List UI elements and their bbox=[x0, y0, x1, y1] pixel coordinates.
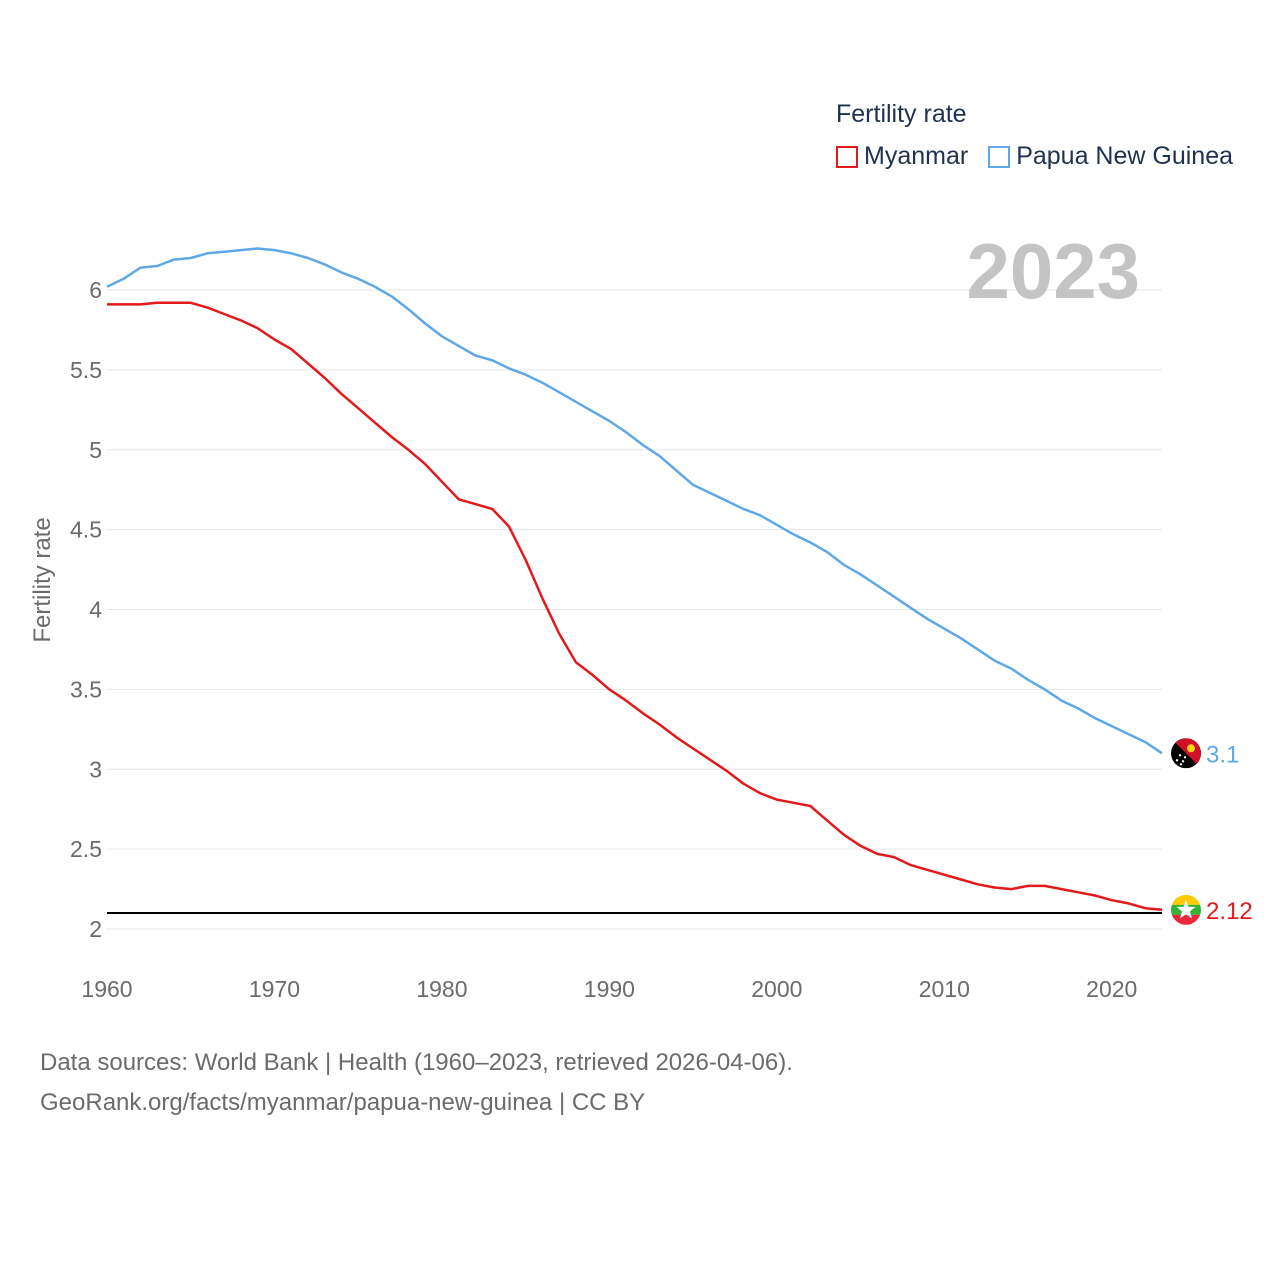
legend-label-myanmar: Myanmar bbox=[864, 142, 969, 170]
y-tick-label: 5.5 bbox=[70, 357, 102, 383]
legend-item-myanmar[interactable]: Myanmar bbox=[836, 142, 968, 171]
x-tick-label: 1970 bbox=[249, 976, 300, 1002]
y-tick-label: 3.5 bbox=[70, 676, 102, 702]
x-tick-label: 1990 bbox=[584, 976, 635, 1002]
legend: Myanmar Papua New Guinea bbox=[836, 142, 1233, 171]
flag-icon-papua-new-guinea bbox=[1171, 738, 1201, 769]
x-tick-label: 2000 bbox=[751, 976, 802, 1002]
y-axis-label: Fertility rate bbox=[29, 517, 56, 642]
legend-item-papua-new-guinea[interactable]: Papua New Guinea bbox=[988, 142, 1233, 171]
current-year-label: 2023 bbox=[966, 227, 1140, 315]
y-tick-label: 6 bbox=[89, 277, 102, 303]
data-sources-text: Data sources: World Bank | Health (1960–… bbox=[40, 1049, 793, 1076]
legend-swatch-papua-new-guinea bbox=[988, 145, 1011, 168]
y-tick-label: 4 bbox=[89, 597, 102, 623]
series-line-papua-new-guinea[interactable] bbox=[106, 247, 1163, 755]
end-value-label-papua-new-guinea: 3.1 bbox=[1206, 741, 1239, 768]
end-value-label-myanmar: 2.12 bbox=[1206, 898, 1253, 925]
x-tick-label: 2010 bbox=[919, 976, 970, 1002]
flag-icon-myanmar bbox=[1171, 894, 1201, 925]
source-link[interactable]: GeoRank.org/facts/myanmar/papua-new-guin… bbox=[40, 1089, 646, 1116]
y-tick-label: 2.5 bbox=[70, 836, 102, 862]
legend-title: Fertility rate bbox=[836, 100, 967, 128]
x-tick-label: 1980 bbox=[416, 976, 467, 1002]
y-tick-label: 4.5 bbox=[70, 517, 102, 543]
x-tick-label: 2020 bbox=[1086, 976, 1137, 1002]
x-tick-label: 1960 bbox=[81, 976, 132, 1002]
footer: Data sources: World Bank | Health (1960–… bbox=[40, 1043, 793, 1123]
y-tick-label: 3 bbox=[89, 756, 102, 782]
series-line-myanmar[interactable] bbox=[107, 301, 1163, 912]
y-tick-label: 5 bbox=[89, 437, 102, 463]
legend-swatch-myanmar bbox=[836, 145, 858, 168]
y-tick-label: 2 bbox=[89, 916, 102, 942]
legend-label-papua-new-guinea: Papua New Guinea bbox=[1016, 142, 1233, 170]
